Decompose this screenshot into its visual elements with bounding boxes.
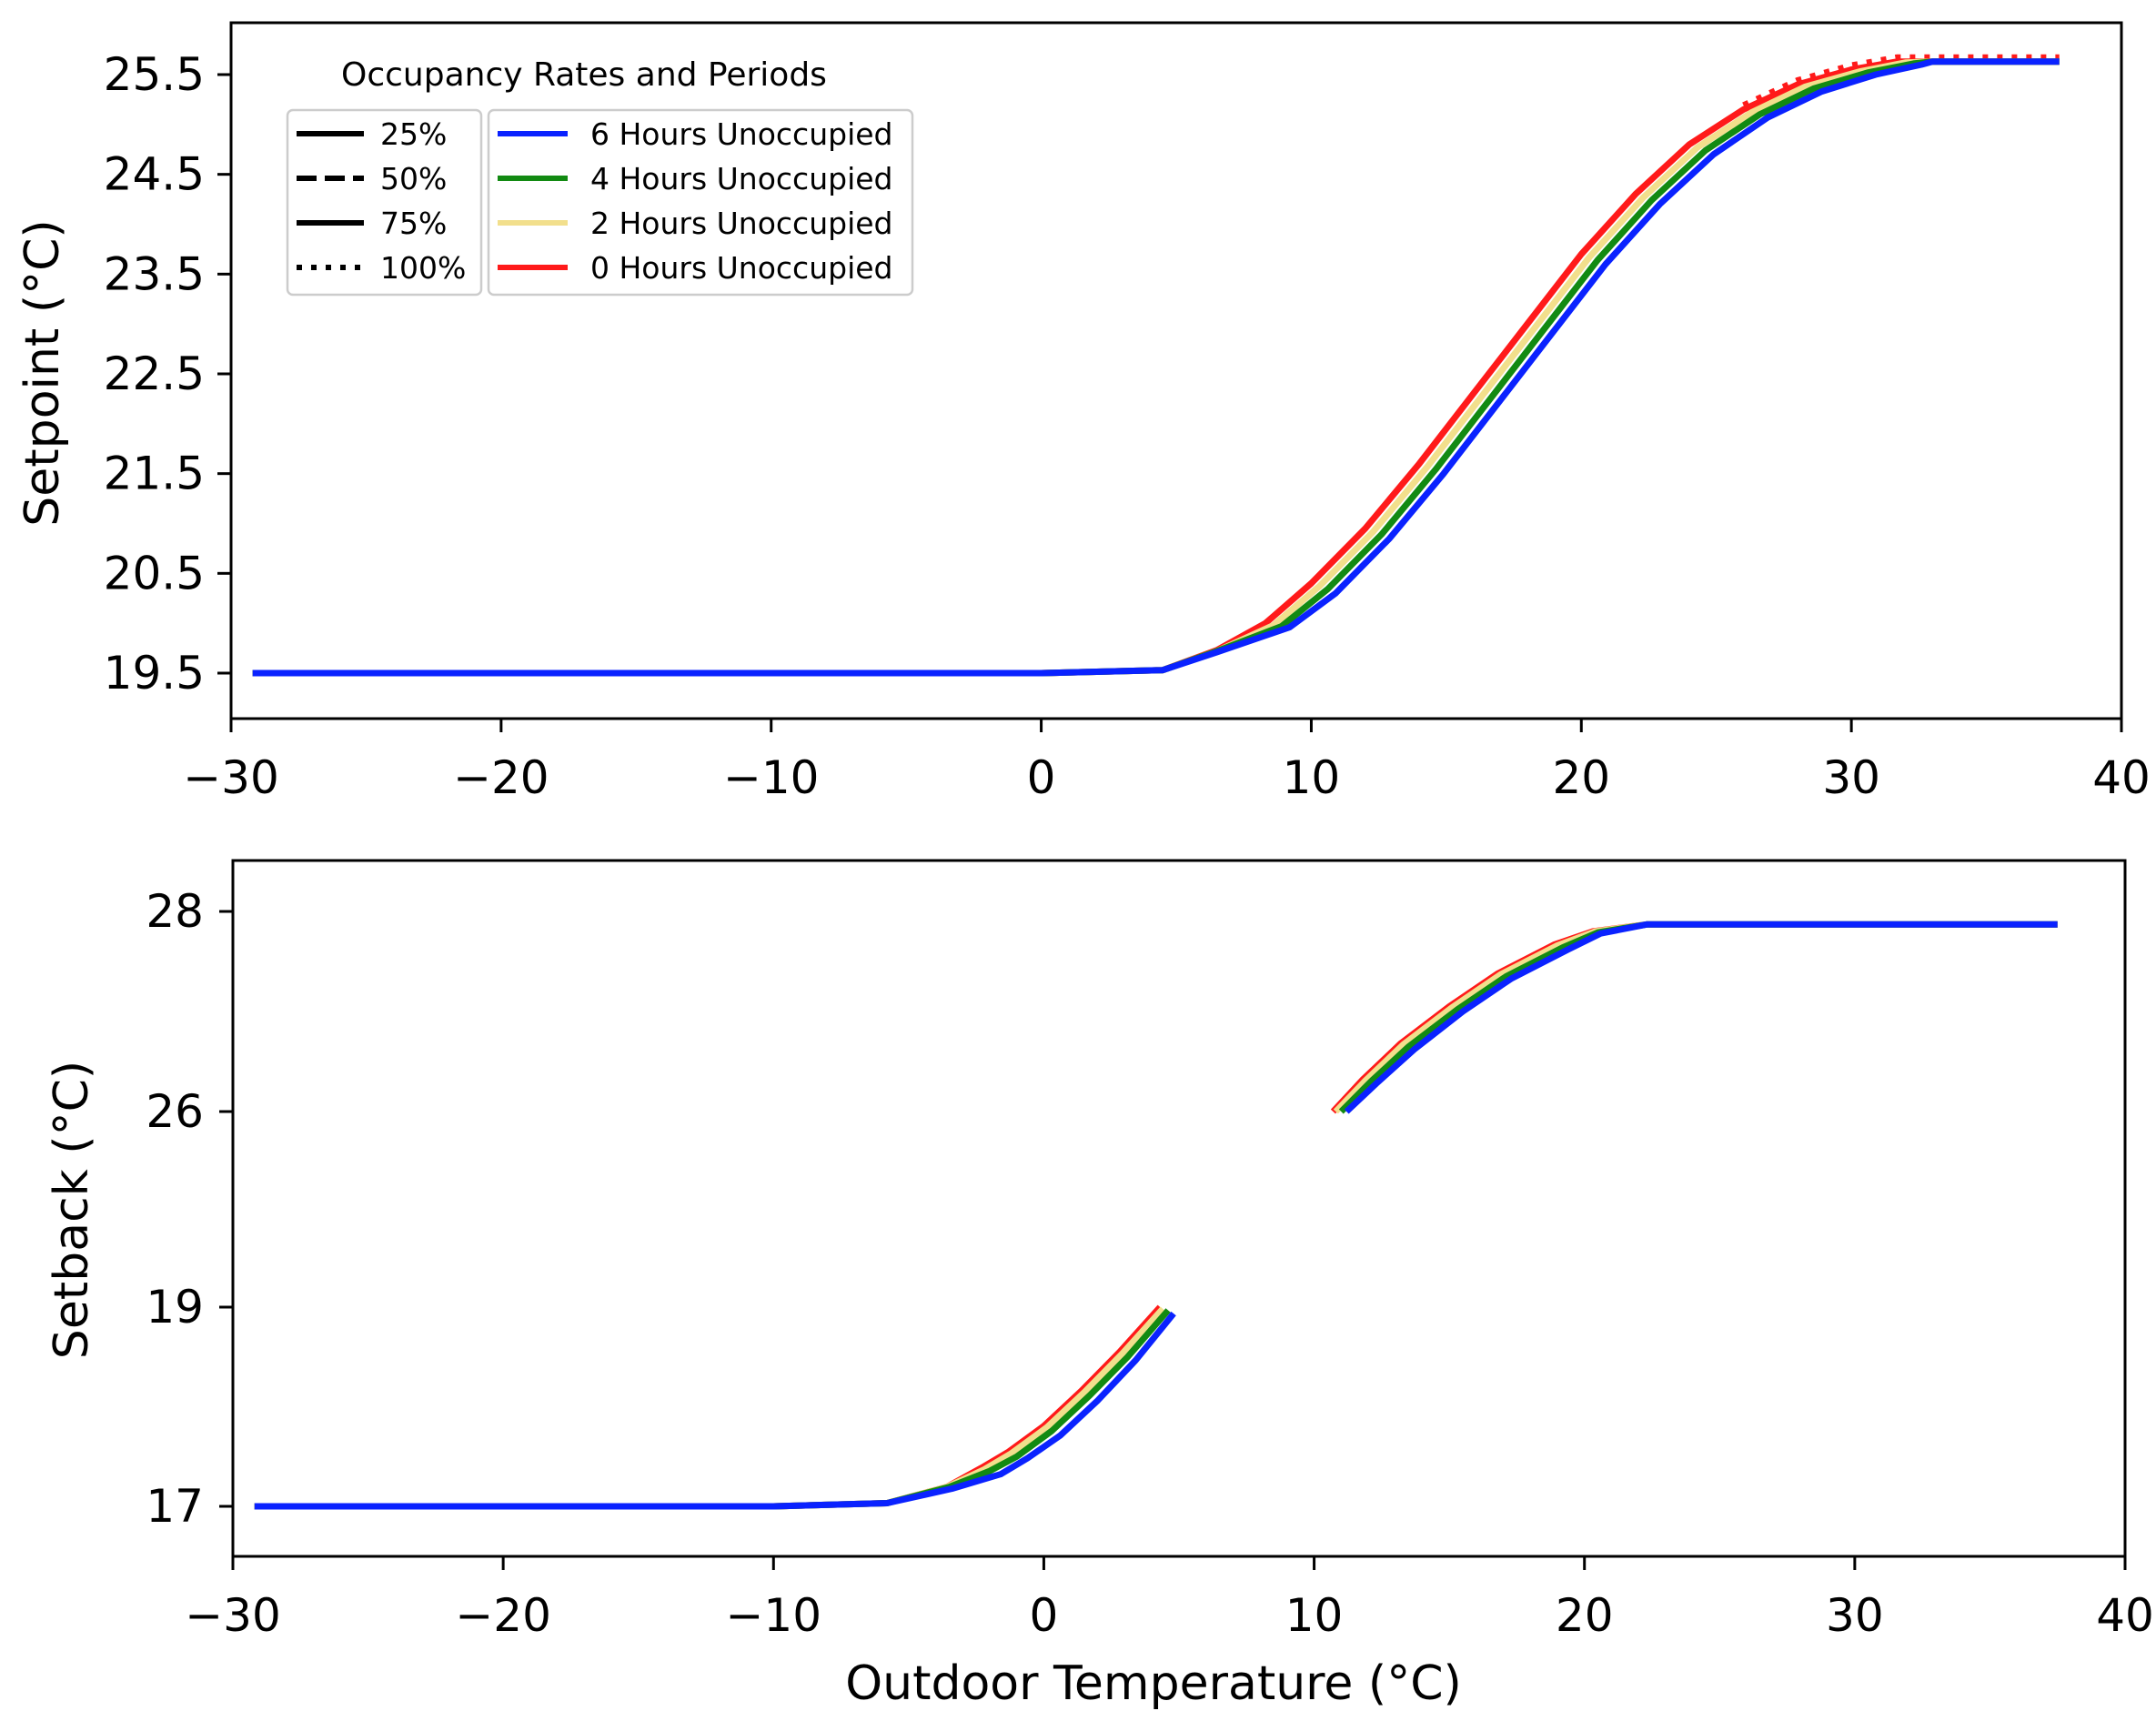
setback-line-6h-seg1 xyxy=(1344,921,2058,1114)
setpoint-x-tick-label: 20 xyxy=(1552,751,1610,804)
setback-line-6h-seg0 xyxy=(254,1311,1176,1510)
legend-style-label-50: 50% xyxy=(380,161,447,196)
legend-style-label-100: 100% xyxy=(380,250,466,286)
setback-y-tick-label: 26 xyxy=(146,1085,204,1138)
setpoint-y-tick-label: 20.5 xyxy=(104,547,205,599)
setpoint-x-ticks: −30 −20 −10 0 10 20 30 40 xyxy=(183,719,2151,804)
setback-y-ticks: 17 19 26 28 xyxy=(146,885,233,1533)
legend-period-label-4h: 4 Hours Unoccupied xyxy=(590,161,892,196)
setback-x-tick-label: 30 xyxy=(1826,1589,1884,1642)
setback-y-tick-label: 17 xyxy=(146,1480,204,1533)
setpoint-y-ticks: 19.5 20.5 21.5 22.5 23.5 24.5 25.5 xyxy=(104,48,231,699)
legend-style-label-75: 75% xyxy=(380,206,447,241)
legend-style-box xyxy=(286,108,483,297)
setpoint-x-tick-label: 30 xyxy=(1822,751,1880,804)
setback-x-axis-label: Outdoor Temperature (°C) xyxy=(845,1656,1462,1711)
setback-x-tick-label: −10 xyxy=(726,1589,822,1642)
setpoint-x-tick-label: 0 xyxy=(1027,751,1056,804)
setpoint-y-tick-label: 25.5 xyxy=(104,48,205,101)
setpoint-y-tick-label: 24.5 xyxy=(104,148,205,201)
setback-x-tick-label: 20 xyxy=(1556,1589,1614,1642)
setpoint-x-tick-label: −20 xyxy=(453,751,549,804)
legend-period-label-2h: 2 Hours Unoccupied xyxy=(590,206,892,241)
setpoint-x-tick-label: −10 xyxy=(723,751,820,804)
setback-x-tick-label: −20 xyxy=(455,1589,551,1642)
setpoint-series-group xyxy=(252,54,2060,677)
legend-period-label-0h: 0 Hours Unoccupied xyxy=(590,250,892,286)
setback-x-tick-label: 10 xyxy=(1285,1589,1344,1642)
setback-line-4h-seg0 xyxy=(254,1308,1171,1510)
setpoint-y-tick-label: 22.5 xyxy=(104,347,205,400)
setpoint-x-tick-label: −30 xyxy=(183,751,279,804)
setback-x-tick-label: 0 xyxy=(1030,1589,1059,1642)
legend-period-label-6h: 6 Hours Unoccupied xyxy=(590,116,892,152)
setpoint-line-6h xyxy=(252,58,2060,677)
setback-series-group xyxy=(254,921,2058,1510)
legend-title: Occupancy Rates and Periods xyxy=(341,56,827,94)
setpoint-chart: −30 −20 −10 0 10 20 30 40 19.5 20.5 21.5 22.5 23.5 2… xyxy=(15,21,2151,804)
setback-y-axis-label: Setback (°C) xyxy=(45,1061,99,1359)
setpoint-y-tick-label: 21.5 xyxy=(104,448,205,500)
setpoint-y-tick-label: 23.5 xyxy=(104,247,205,300)
setback-line-4h-seg1 xyxy=(1338,921,2058,1114)
setback-y-tick-label: 28 xyxy=(146,885,204,938)
legend-period-box xyxy=(487,108,914,297)
setback-x-ticks: −30 −20 −10 0 10 20 30 40 xyxy=(185,1556,2154,1642)
legend: Occupancy Rates and Periods 25% 50% 75% … xyxy=(286,56,914,297)
setpoint-y-axis-label: Setpoint (°C) xyxy=(15,219,70,526)
setback-plot-frame xyxy=(231,859,2127,1558)
setback-line-0h-seg0 xyxy=(254,1304,1163,1510)
setpoint-line-0h-dotted xyxy=(1742,54,2060,108)
setpoint-x-tick-label: 10 xyxy=(1283,751,1341,804)
setpoint-x-tick-label: 40 xyxy=(2092,751,2151,804)
setback-x-tick-label: −30 xyxy=(185,1589,281,1642)
setback-chart: −30 −20 −10 0 10 20 30 40 17 19 26 28 Setback (°C)… xyxy=(45,859,2154,1711)
setback-y-tick-label: 19 xyxy=(146,1281,204,1334)
setpoint-y-tick-label: 19.5 xyxy=(104,647,205,699)
setback-line-2h-seg0 xyxy=(254,1306,1165,1510)
setpoint-plot-frame xyxy=(229,21,2123,720)
legend-style-label-25: 25% xyxy=(380,116,447,152)
setback-x-tick-label: 40 xyxy=(2096,1589,2154,1642)
